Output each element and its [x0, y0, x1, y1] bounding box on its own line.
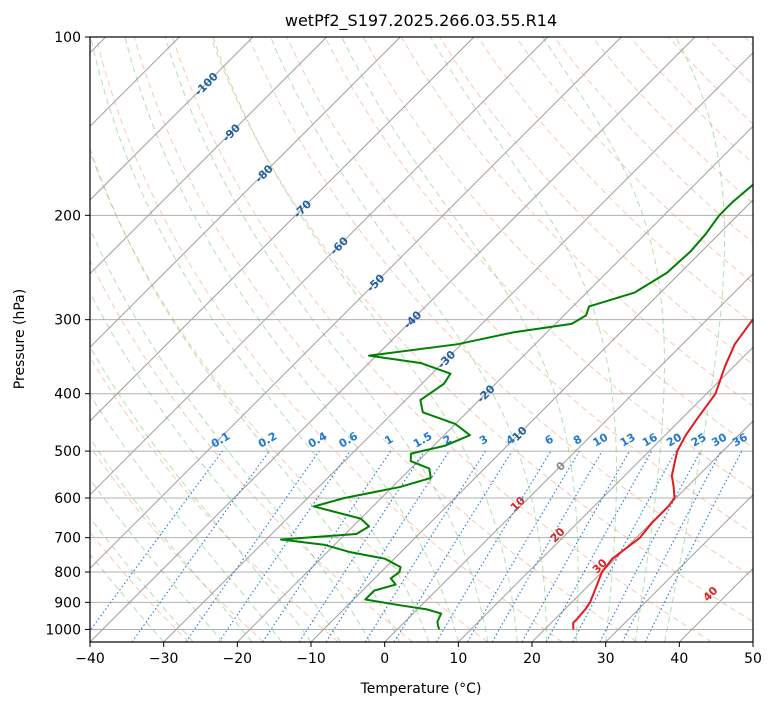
dry-adiabat-line	[90, 445, 264, 642]
x-tick-label: −10	[296, 651, 326, 667]
moist-adiabat-line	[90, 227, 371, 642]
moist-adiabat-line	[90, 37, 430, 642]
isotherm-line	[605, 493, 753, 642]
isotherm-line	[90, 37, 696, 642]
mixing-ratio-line	[545, 450, 653, 642]
mixing-ratio-line	[393, 450, 513, 642]
mixing-ratio-line	[572, 450, 677, 642]
dry-adiabat-line	[210, 37, 753, 623]
temperature-trace	[572, 317, 753, 630]
axes: −40 −30 −20 −10 0 10 20 30 40 50 100 200 300 400 500 60…	[45, 30, 762, 667]
x-tick-label: 50	[744, 651, 762, 667]
dry-adiabat-line	[286, 37, 753, 534]
plot-background	[90, 37, 753, 642]
moist-adiabat-line	[90, 478, 223, 642]
mixing-ratio-line	[131, 450, 270, 642]
plot-frame	[89, 36, 754, 643]
moist-adiabat-line	[90, 394, 282, 642]
x-axis-title: Temperature (°C)	[360, 681, 482, 697]
dry-adiabat-line	[515, 37, 753, 284]
moist-adiabat-line	[341, 37, 579, 642]
isotherm-line	[310, 199, 753, 642]
isotherm-line	[90, 37, 254, 201]
x-tick-label: 40	[670, 651, 688, 667]
y-tick-label: 700	[54, 531, 81, 547]
y-tick-label: 100	[54, 30, 81, 46]
background-lines	[90, 37, 753, 642]
isotherm-line	[90, 37, 475, 422]
mixing-ratio-line	[325, 450, 450, 642]
dewpoint-trace	[279, 183, 753, 630]
mixing-ratio-line	[298, 450, 425, 642]
y-tick-label: 600	[54, 491, 81, 507]
dry-adiabat-line	[95, 37, 563, 642]
y-tick-label: 500	[54, 444, 81, 460]
moist-adiabat-line	[270, 37, 548, 642]
mixing-ratio-line	[90, 450, 223, 632]
moist-adiabat-line	[430, 37, 618, 642]
y-tick-label: 400	[54, 387, 81, 403]
isotherm-line	[384, 272, 753, 642]
mixing-ratio-line	[644, 450, 743, 642]
mixing-ratio-line	[521, 450, 630, 642]
mixing-ratio-line	[185, 450, 320, 642]
moist-adiabat-line	[90, 437, 253, 642]
sounding-traces	[279, 183, 753, 630]
moist-adiabat-line	[542, 37, 665, 642]
isotherm-line	[752, 641, 753, 642]
isotherm-line	[90, 37, 622, 570]
moist-adiabat-line	[90, 291, 341, 642]
x-tick-label: 10	[449, 651, 467, 667]
x-tick-label: −20	[223, 651, 253, 667]
dry-adiabat-line	[90, 259, 414, 642]
moist-adiabat-line	[664, 37, 726, 642]
isotherm-line	[90, 37, 401, 349]
isotherm-line	[90, 37, 549, 496]
isotherm-line	[457, 346, 753, 642]
y-tick-label: 800	[54, 565, 81, 581]
y-tick-label: 300	[54, 313, 81, 329]
chart-title: wetPf2_S197.2025.266.03.55.R14	[285, 11, 557, 31]
moist-adiabat-line	[164, 37, 489, 642]
x-tick-label: −30	[149, 651, 179, 667]
dry-adiabat-line	[324, 37, 753, 491]
x-tick-label: 30	[597, 651, 615, 667]
moist-adiabat-line	[90, 516, 194, 642]
dry-adiabat-line	[171, 37, 712, 642]
x-tick-label: 0	[380, 651, 389, 667]
x-tick-label: 20	[523, 651, 541, 667]
x-tick-label: −40	[75, 651, 105, 667]
moist-adiabat-line	[90, 553, 165, 642]
y-tick-label: 1000	[45, 622, 81, 638]
dry-adiabat-line	[248, 37, 753, 578]
y-axis-title: Pressure (hPa)	[12, 289, 28, 389]
moist-adiabat-line	[124, 37, 459, 642]
isotherm-line	[236, 125, 753, 642]
isotherm-line	[531, 420, 753, 642]
dry-adiabat-line	[90, 356, 339, 642]
moist-adiabat-line	[212, 37, 518, 642]
mixing-ratio-line	[218, 450, 351, 642]
isotherm-line	[90, 37, 328, 275]
y-tick-label: 900	[54, 595, 81, 611]
isotherm-line	[163, 51, 753, 642]
y-tick-label: 200	[54, 208, 81, 224]
